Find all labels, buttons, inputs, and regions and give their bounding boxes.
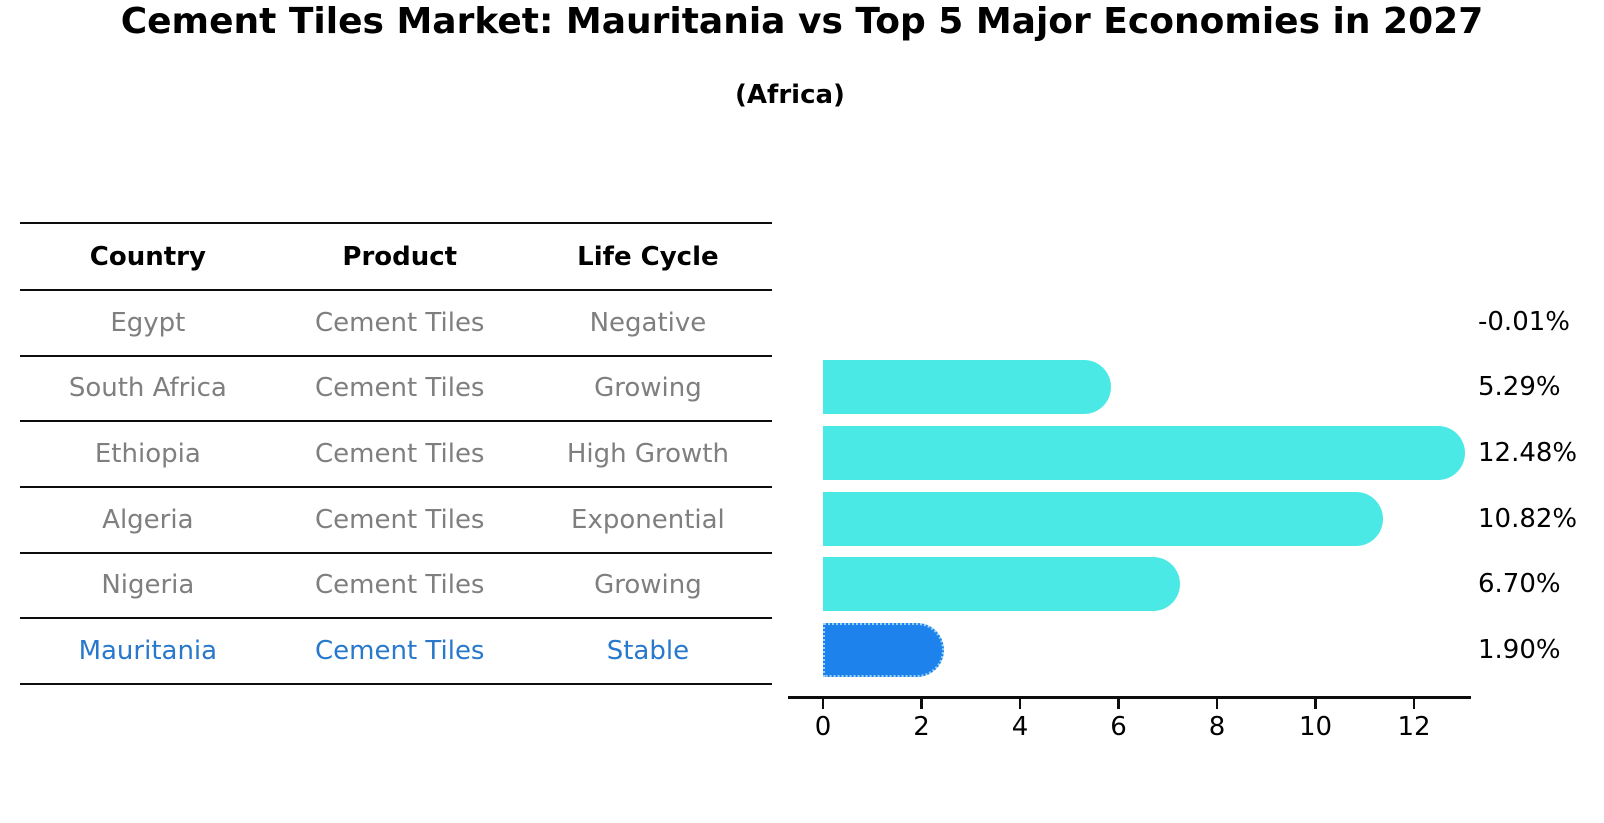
table-cell-country: Algeria (102, 504, 194, 535)
column-header-lifecycle: Life Cycle (577, 241, 719, 272)
table-cell-country: South Africa (68, 373, 227, 404)
value-label: 6.70% (1478, 569, 1561, 600)
table-cell-product: Cement Tiles (315, 636, 485, 667)
x-axis-tick-label: 12 (1397, 712, 1431, 742)
table-cell-product: Cement Tiles (315, 570, 485, 601)
bar (823, 557, 1180, 612)
x-axis-tick (1018, 699, 1022, 709)
highlight-bar (823, 623, 944, 678)
table-body: Egypt Cement Tiles Negative South Africa Cem… (20, 291, 772, 685)
table-cell-product: Cement Tiles (315, 373, 485, 404)
x-axis-tick-label: 6 (1110, 712, 1127, 742)
bar (823, 360, 1111, 415)
table-cell-product: Cement Tiles (315, 439, 485, 470)
x-axis-tick-label: 10 (1298, 712, 1333, 742)
table-cell-country: Nigeria (101, 570, 195, 601)
x-axis-tick (821, 699, 825, 709)
table-cell-country: Mauritania (78, 636, 218, 667)
x-axis-tick-label: 8 (1208, 712, 1226, 742)
table-cell-lifecycle: Stable (606, 636, 690, 667)
table-row: Egypt Cement Tiles Negative (20, 291, 772, 357)
x-axis-tick-label: 0 (814, 712, 832, 742)
x-axis-tick (1117, 699, 1120, 709)
table-row: Mauritania Cement Tiles Stable (20, 619, 772, 685)
value-label: 12.48% (1478, 438, 1578, 469)
table-cell-country: Ethiopia (94, 439, 201, 470)
table-cell-lifecycle: Exponential (571, 504, 725, 535)
x-axis-tick-label: 2 (913, 712, 930, 742)
table-cell-lifecycle: Growing (594, 373, 702, 404)
x-axis-tick (1215, 699, 1219, 709)
table-cell-product: Cement Tiles (315, 307, 485, 338)
table-row: Algeria Cement Tiles Exponential (20, 488, 772, 554)
value-label: 1.90% (1478, 635, 1561, 666)
x-axis-tick (920, 699, 923, 709)
table-row: Ethiopia Cement Tiles High Growth (20, 422, 772, 488)
table-cell-lifecycle: High Growth (566, 439, 729, 470)
value-label: 5.29% (1478, 372, 1561, 403)
comparison-table: Country Product Life Cycle Egypt Cement T… (20, 222, 772, 685)
x-axis-tick (1314, 699, 1317, 709)
table-cell-product: Cement Tiles (315, 504, 485, 535)
figure-subtitle: (Africa) (735, 80, 845, 110)
table-row: Nigeria Cement Tiles Growing (20, 554, 772, 620)
column-header-product: Product (342, 241, 458, 272)
x-axis-line (788, 696, 1471, 699)
table-cell-lifecycle: Growing (594, 570, 702, 601)
bar (823, 426, 1465, 481)
table-row: South Africa Cement Tiles Growing (20, 357, 772, 423)
x-axis-tick (1412, 699, 1416, 709)
table-cell-country: Egypt (110, 307, 186, 338)
value-label: 10.82% (1478, 503, 1578, 534)
table-cell-lifecycle: Negative (589, 307, 707, 338)
table-header-row: Country Product Life Cycle (20, 224, 772, 291)
x-axis-tick-label: 4 (1011, 712, 1029, 742)
column-header-country: Country (89, 241, 206, 272)
bar (823, 491, 1383, 546)
value-label: -0.01% (1478, 306, 1570, 337)
figure-title: Cement Tiles Market: Mauritania vs Top 5… (120, 1, 1484, 42)
